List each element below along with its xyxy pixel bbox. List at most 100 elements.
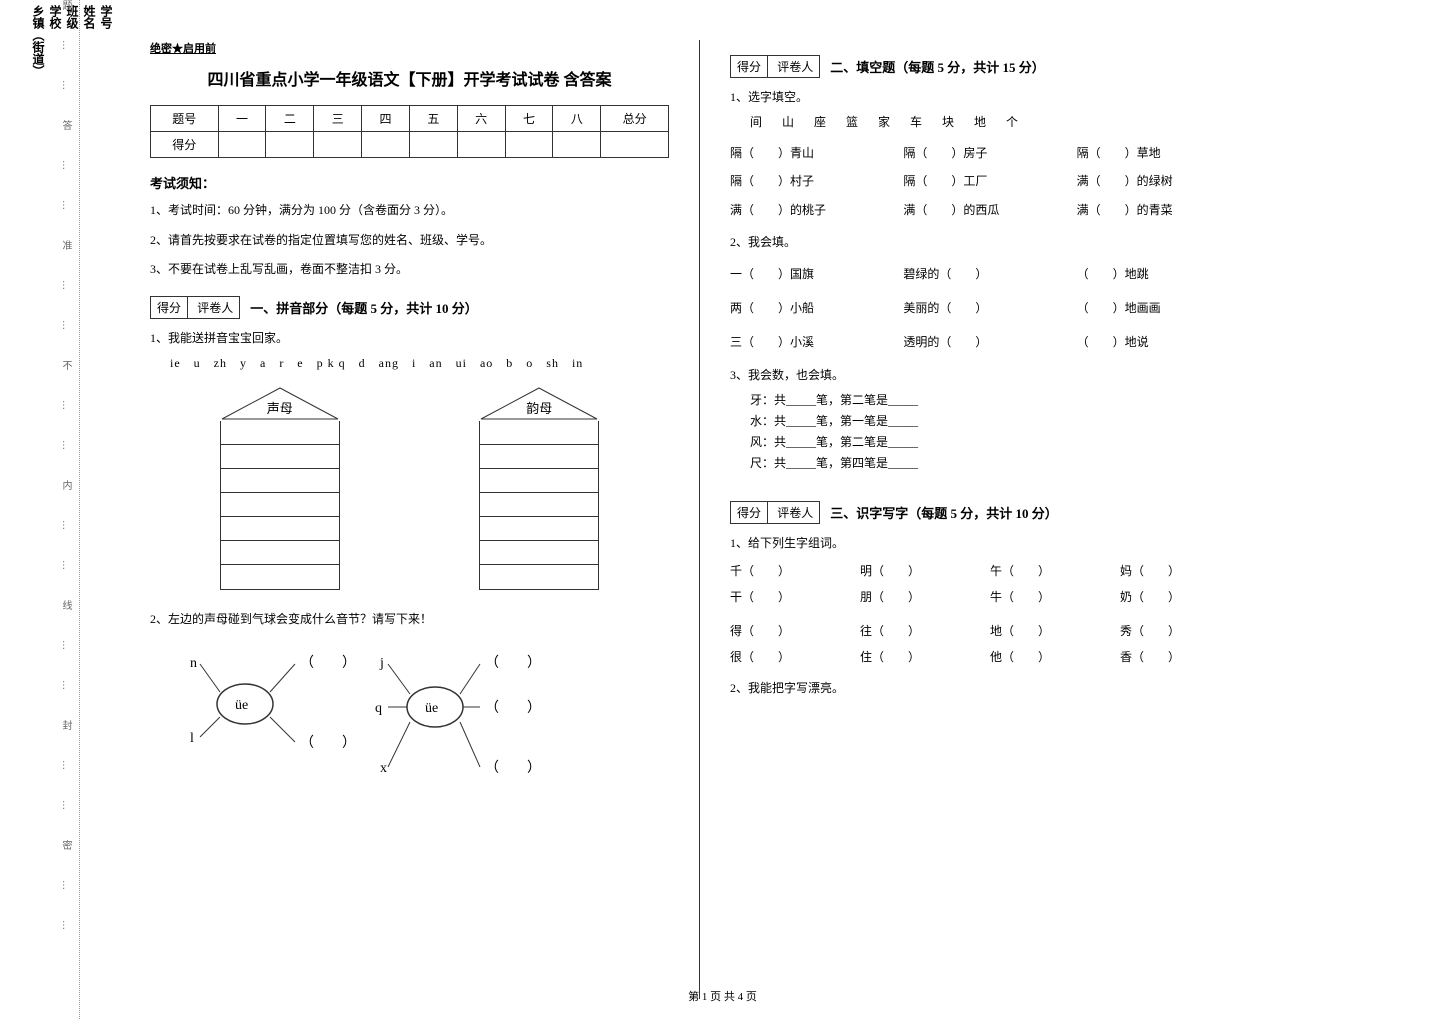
box-label: 韵母 — [479, 398, 599, 417]
instructions-header: 考试须知： — [150, 173, 669, 192]
binding-label: 乡镇（街道） — [30, 5, 47, 1014]
char-item: 奶（ ） — [1120, 585, 1250, 609]
page-number: 第 1 页 共 4 页 — [0, 988, 1445, 1004]
question-text: 2、左边的声母碰到气球会变成什么音节？请写下来！ — [150, 610, 669, 627]
yunmu-box: 韵母 — [479, 386, 599, 590]
letter-q: q — [375, 701, 382, 716]
fill-item: 美丽的（ ） — [903, 296, 1076, 320]
char-item: 牛（ ） — [990, 585, 1120, 609]
td — [457, 132, 505, 158]
score-box: 得分 评卷人 — [150, 296, 240, 319]
fill-item: 隔（ ）草地 — [1077, 140, 1250, 166]
grader-cell: 评卷人 — [771, 56, 819, 77]
question-text: 1、选字填空。 — [730, 88, 1250, 105]
stroke-item: 风：共_____笔，第二笔是_____ — [750, 433, 1250, 450]
score-table: 题号 一 二 三 四 五 六 七 八 总分 得分 — [150, 105, 669, 158]
fill-item: 隔（ ）房子 — [903, 140, 1076, 166]
binding-label: 姓名 — [81, 5, 98, 1014]
exam-title: 四川省重点小学一年级语文【下册】开学考试试卷 含答案 — [150, 66, 669, 90]
th: 总分 — [601, 106, 669, 132]
left-column: 绝密★启用前 四川省重点小学一年级语文【下册】开学考试试卷 含答案 题号 一 二… — [120, 40, 700, 999]
fill-item: 两（ ）小船 — [730, 296, 903, 320]
fill-item: 隔（ ）村子 — [730, 168, 903, 194]
th: 三 — [314, 106, 362, 132]
td — [601, 132, 669, 158]
td — [362, 132, 410, 158]
grader-cell: 评卷人 — [771, 502, 819, 523]
letter-l: l — [190, 731, 194, 746]
td — [314, 132, 362, 158]
th: 八 — [553, 106, 601, 132]
char-item: 妈（ ） — [1120, 559, 1250, 583]
fill-item: （ ）地跳 — [1077, 262, 1250, 286]
score-cell: 得分 — [731, 502, 768, 523]
stroke-item: 牙：共_____笔，第二笔是_____ — [750, 391, 1250, 408]
balloon-diagram: n l üe （ ） （ ） j q x üe — [170, 642, 669, 792]
question-text: 2、我能把字写漂亮。 — [730, 679, 1250, 696]
shengmu-box: 声母 — [220, 386, 340, 590]
td — [218, 132, 266, 158]
letter-x: x — [380, 761, 387, 776]
th: 一 — [218, 106, 266, 132]
instruction-item: 3、不要在试卷上乱写乱画，卷面不整洁扣 3 分。 — [150, 259, 669, 281]
char-item: 香（ ） — [1120, 645, 1250, 669]
th: 二 — [266, 106, 314, 132]
char-item: 得（ ） — [730, 619, 860, 643]
td — [505, 132, 553, 158]
instruction-item: 2、请首先按要求在试卷的指定位置填写您的姓名、班级、学号。 — [150, 230, 669, 252]
right-column: 得分 评卷人 二、填空题（每题 5 分，共计 15 分） 1、选字填空。 间 山… — [700, 40, 1280, 999]
fill-item: 三（ ）小溪 — [730, 330, 903, 354]
char-options: 间 山 座 篮 家 车 块 地 个 — [750, 113, 1250, 130]
char-item: 千（ ） — [730, 559, 860, 583]
grader-cell: 评卷人 — [191, 297, 239, 318]
td — [553, 132, 601, 158]
fill-item: 隔（ ）青山 — [730, 140, 903, 166]
fill-item: 一（ ）国旗 — [730, 262, 903, 286]
char-item: 明（ ） — [860, 559, 990, 583]
stroke-item: 尺：共_____笔，第四笔是_____ — [750, 454, 1250, 471]
fill-item: （ ）地说 — [1077, 330, 1250, 354]
th: 七 — [505, 106, 553, 132]
seal-line: 题……答……准……不……内……线……封……密…… — [58, 0, 73, 1019]
char-item: 朋（ ） — [860, 585, 990, 609]
svg-text:（ ）: （ ） — [300, 655, 356, 671]
pinyin-list: ie u zh y a r e p k q d ang i an ui ao b… — [170, 354, 669, 371]
th: 题号 — [151, 106, 219, 132]
fill-item: 透明的（ ） — [903, 330, 1076, 354]
question-text: 1、我能送拼音宝宝回家。 — [150, 329, 669, 346]
box-label: 声母 — [220, 398, 340, 417]
question-text: 2、我会填。 — [730, 233, 1250, 250]
secret-label: 绝密★启用前 — [150, 40, 669, 56]
fill-item: 隔（ ）工厂 — [903, 168, 1076, 194]
fill-item: 满（ ）的西瓜 — [903, 197, 1076, 223]
score-cell: 得分 — [731, 56, 768, 77]
svg-text:（ ）: （ ） — [485, 760, 541, 776]
svg-text:（ ）: （ ） — [485, 700, 541, 716]
fill-item: （ ）地画画 — [1077, 296, 1250, 320]
section-title: 一、拼音部分（每题 5 分，共计 10 分） — [250, 298, 478, 317]
balloon-ue: üe — [425, 701, 438, 716]
fill-item: 满（ ）的桃子 — [730, 197, 903, 223]
score-cell: 得分 — [151, 297, 188, 318]
section-title: 三、识字写字（每题 5 分，共计 10 分） — [830, 503, 1058, 522]
svg-text:（ ）: （ ） — [300, 735, 356, 751]
fill-item: 满（ ）的青菜 — [1077, 197, 1250, 223]
balloon-ue: üe — [235, 698, 248, 713]
char-item: 往（ ） — [860, 619, 990, 643]
instruction-item: 1、考试时间：60 分钟，满分为 100 分（含卷面分 3 分）。 — [150, 200, 669, 222]
char-item: 他（ ） — [990, 645, 1120, 669]
td — [409, 132, 457, 158]
fill-item: 碧绿的（ ） — [903, 262, 1076, 286]
score-box: 得分 评卷人 — [730, 55, 820, 78]
char-item: 很（ ） — [730, 645, 860, 669]
th: 四 — [362, 106, 410, 132]
letter-n: n — [190, 656, 197, 671]
fill-item: 满（ ）的绿树 — [1077, 168, 1250, 194]
question-text: 1、给下列生字组词。 — [730, 534, 1250, 551]
question-text: 3、我会数，也会填。 — [730, 366, 1250, 383]
letter-j: j — [379, 656, 384, 671]
binding-label: 学号 — [98, 5, 115, 1014]
char-item: 秀（ ） — [1120, 619, 1250, 643]
score-box: 得分 评卷人 — [730, 501, 820, 524]
stroke-item: 水：共_____笔，第一笔是_____ — [750, 412, 1250, 429]
